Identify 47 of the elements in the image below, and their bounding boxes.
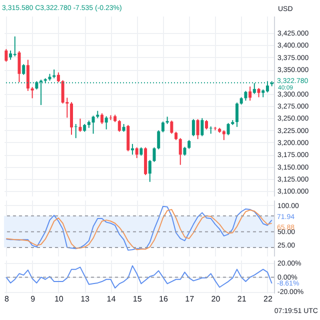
x-tick-label: 13 (80, 294, 90, 304)
candlestick (56, 72, 60, 83)
line-series (6, 265, 272, 288)
candlestick (4, 48, 8, 62)
candlestick (148, 160, 152, 182)
x-tick-label: 21 (237, 294, 247, 304)
candlestick (78, 118, 82, 132)
candlestick (192, 118, 195, 137)
x-tick-label: 20 (211, 294, 221, 304)
candlestick (257, 88, 260, 98)
candlestick (18, 50, 21, 83)
candlestick (161, 121, 164, 133)
candlestick (9, 50, 12, 60)
candlestick (104, 116, 108, 130)
candlestick (30, 86, 34, 99)
candlestick (135, 146, 138, 159)
candlestick (130, 143, 134, 156)
candlestick (226, 122, 230, 136)
candlestick (244, 90, 248, 102)
x-tick-label: 15 (132, 294, 142, 304)
candlestick (61, 80, 64, 104)
candlestick (170, 120, 174, 134)
candlestick (118, 120, 121, 132)
candlestick (152, 146, 156, 162)
candlestick (205, 120, 208, 130)
x-tick-label: 22 (264, 294, 273, 304)
candlestick (157, 130, 160, 150)
candlestick (70, 102, 73, 136)
candlestick (22, 64, 26, 76)
x-tick-label: 14 (106, 294, 116, 304)
candlestick (209, 126, 212, 134)
x-tick-label: 10 (54, 294, 64, 304)
x-tick-label: 16 (159, 294, 168, 304)
candlestick (196, 118, 200, 140)
candlestick (200, 118, 204, 137)
candlestick (178, 138, 182, 166)
candlestick (100, 112, 104, 124)
x-tick-label: 9 (30, 294, 36, 304)
x-tick-label: 17 (185, 294, 195, 304)
candlestick (74, 124, 78, 139)
candlestick (13, 36, 16, 57)
candlestick (109, 114, 112, 121)
candlestick (92, 115, 95, 134)
x-tick-label: 8 (4, 294, 10, 304)
candlestick (235, 102, 238, 128)
candlestick (248, 86, 252, 102)
candlestick (26, 59, 30, 92)
